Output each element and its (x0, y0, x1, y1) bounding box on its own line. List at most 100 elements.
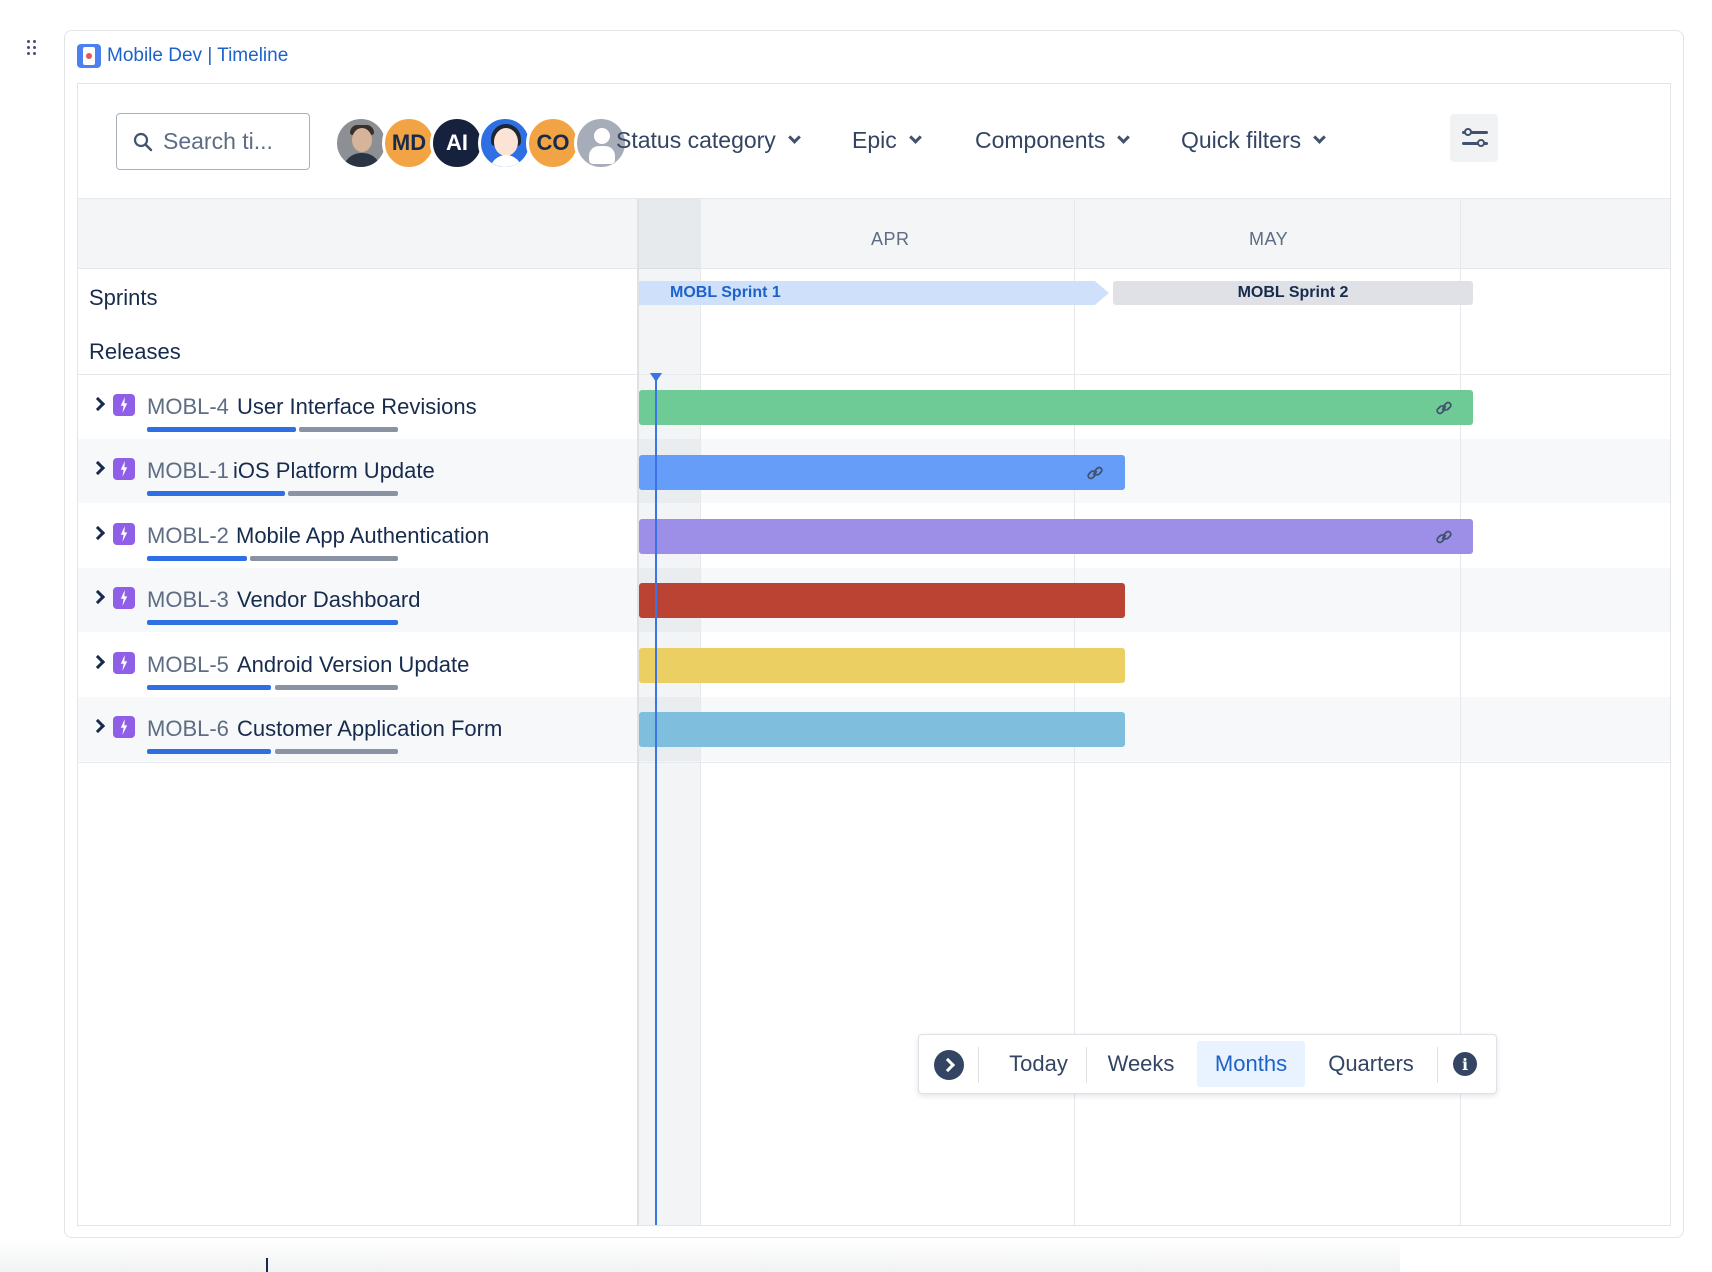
month-label-may: MAY (1249, 229, 1289, 249)
panel-divider[interactable] (637, 199, 639, 1225)
filter-label: Status category (616, 126, 776, 153)
filter-label: Components (975, 126, 1106, 153)
filter-quick-filters[interactable]: Quick filters (1181, 122, 1327, 158)
epic-bar-mobl-1[interactable] (639, 455, 1125, 490)
chevron-right-icon[interactable] (90, 589, 106, 605)
divider (1086, 1047, 1087, 1083)
avatar-co[interactable]: CO (526, 116, 580, 170)
chevron-right-icon[interactable] (90, 460, 106, 476)
chevron-right-icon[interactable] (90, 718, 106, 734)
filter-components[interactable]: Components (975, 122, 1131, 158)
avatar-unassigned[interactable] (574, 116, 628, 170)
epic-icon (113, 652, 135, 674)
chevron-down-icon (908, 130, 922, 144)
embed-title[interactable]: Mobile Dev | Timeline (107, 45, 289, 66)
progress-done (147, 620, 398, 625)
chevron-right-icon[interactable] (90, 396, 106, 412)
sprint-bar-2[interactable]: MOBL Sprint 2 (1113, 281, 1473, 305)
quarters-button[interactable]: Quarters (1328, 1051, 1414, 1076)
project-logo-icon (77, 44, 101, 68)
filter-status-category[interactable]: Status category (616, 122, 801, 158)
timeline-view-controls: Today Weeks Months Quarters i (918, 1034, 1497, 1094)
scroll-to-next-icon[interactable] (934, 1050, 964, 1080)
avatar-md[interactable]: MD (382, 116, 436, 170)
chevron-right-icon[interactable] (90, 654, 106, 670)
today-marker-line (655, 376, 657, 1225)
progress-remaining (288, 491, 398, 496)
progress-remaining (275, 685, 398, 690)
progress-remaining (275, 749, 398, 754)
view-settings-button[interactable] (1450, 114, 1498, 162)
epic-bar-mobl-4[interactable] (639, 390, 1473, 425)
issue-title[interactable]: Customer Application Form (237, 716, 503, 741)
issue-key[interactable]: MOBL-3 (147, 587, 229, 612)
grid-line (1460, 199, 1461, 1225)
issue-key[interactable]: MOBL-6 (147, 716, 229, 741)
epic-icon (113, 458, 135, 480)
page-bottom-fade (0, 1240, 1400, 1272)
epic-bar-mobl-6[interactable] (639, 712, 1125, 747)
progress-remaining (299, 427, 398, 432)
issue-title[interactable]: Android Version Update (237, 652, 470, 677)
today-button[interactable]: Today (1009, 1051, 1068, 1076)
epic-icon (113, 716, 135, 738)
link-icon[interactable] (1435, 399, 1453, 417)
chevron-down-icon (1117, 130, 1131, 144)
progress-done (147, 491, 285, 496)
link-icon[interactable] (1435, 528, 1453, 546)
avatar-ai[interactable]: AI (430, 116, 484, 170)
epic-bar-mobl-3[interactable] (639, 583, 1125, 618)
filter-epic[interactable]: Epic (852, 122, 922, 158)
epic-bar-mobl-2[interactable] (639, 519, 1473, 554)
progress-done (147, 685, 271, 690)
progress-done (147, 556, 247, 561)
filter-label: Quick filters (1181, 126, 1302, 153)
releases-label: Releases (89, 339, 181, 364)
issue-key[interactable]: MOBL-2 (147, 523, 229, 548)
weeks-button[interactable]: Weeks (1107, 1051, 1175, 1076)
divider (978, 1047, 979, 1083)
divider (1437, 1047, 1438, 1083)
epic-icon (113, 523, 135, 545)
chevron-down-icon (787, 130, 801, 144)
link-icon[interactable] (1086, 464, 1104, 482)
issue-title[interactable]: Mobile App Authentication (236, 523, 490, 548)
info-icon[interactable]: i (1453, 1052, 1477, 1076)
search-icon (133, 132, 153, 151)
timeline-embed: Mobile Dev | Timeline MD AI CO (64, 30, 1684, 1238)
search-input[interactable] (163, 128, 293, 155)
epic-row-mobl-2[interactable]: MOBL-2 Mobile App Authentication (78, 504, 637, 568)
embed-title-link[interactable]: Mobile Dev | Timeline (77, 43, 288, 69)
drag-handle-icon[interactable] (27, 40, 41, 58)
search-box[interactable] (116, 113, 310, 170)
divider (78, 374, 637, 375)
epic-icon (113, 587, 135, 609)
epic-row-mobl-4[interactable]: MOBL-4 User Interface Revisions (78, 375, 637, 439)
issue-key[interactable]: MOBL-4 (147, 394, 229, 419)
issue-title[interactable]: Vendor Dashboard (237, 587, 421, 612)
progress-done (147, 749, 271, 754)
sprint-bar-1[interactable]: MOBL Sprint 1 (639, 281, 1109, 305)
epic-row-mobl-3[interactable]: MOBL-3 Vendor Dashboard (78, 568, 637, 632)
epic-icon (113, 394, 135, 416)
issue-key[interactable]: MOBL-1 (147, 458, 229, 483)
avatar-illustration[interactable] (478, 116, 532, 170)
issue-key[interactable]: MOBL-5 (147, 652, 229, 677)
issue-title[interactable]: iOS Platform Update (233, 458, 435, 483)
months-button[interactable]: Months (1197, 1041, 1305, 1087)
progress-remaining (250, 556, 398, 561)
epic-row-mobl-6[interactable]: MOBL-6 Customer Application Form (78, 697, 637, 761)
timeline-header: APR MAY (639, 199, 1670, 269)
epic-row-mobl-5[interactable]: MOBL-5 Android Version Update (78, 633, 637, 697)
epic-row-mobl-1[interactable]: MOBL-1 iOS Platform Update (78, 439, 637, 503)
text-cursor (266, 1258, 268, 1272)
avatar-photo[interactable] (334, 116, 388, 170)
divider (78, 762, 1670, 763)
toolbar: MD AI CO Status category Epic Components (78, 84, 1670, 199)
epic-bar-mobl-5[interactable] (639, 648, 1125, 683)
issue-title[interactable]: User Interface Revisions (237, 394, 477, 419)
timeline-frame: MD AI CO Status category Epic Components (77, 83, 1671, 1226)
month-label-apr: APR (871, 229, 910, 249)
chevron-down-icon (1313, 130, 1327, 144)
chevron-right-icon[interactable] (90, 525, 106, 541)
